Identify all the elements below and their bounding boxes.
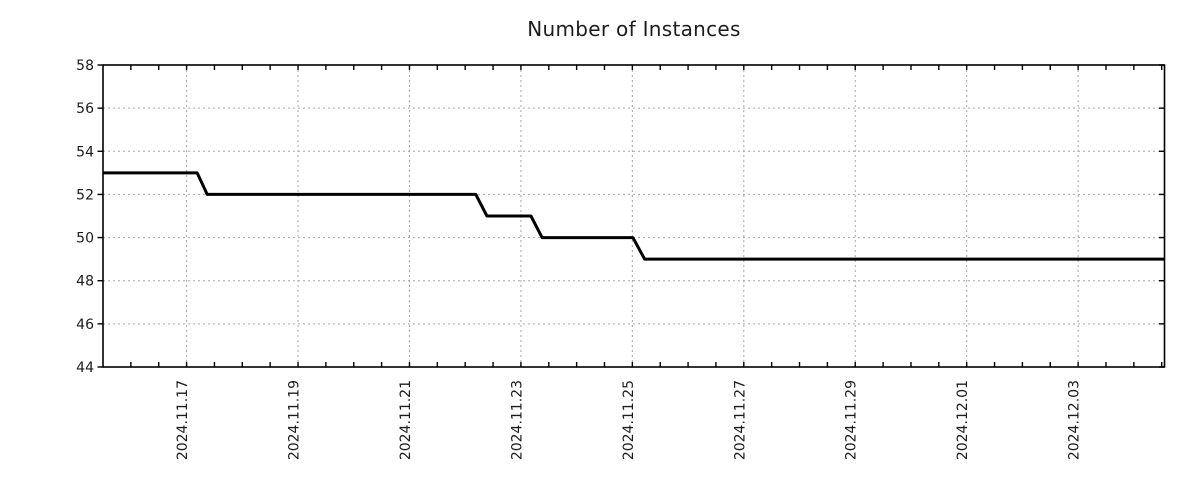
x-tick-label: 2024.12.01 (955, 380, 971, 460)
x-tick-label: 2024.11.19 (287, 380, 303, 460)
x-tick-label: 2024.11.17 (175, 380, 191, 460)
y-tick-label: 52 (76, 187, 94, 203)
series-line-instances (103, 171, 1165, 261)
y-tick-label: 58 (76, 58, 94, 74)
x-tick-label: 2024.11.25 (621, 380, 637, 460)
plot-border (102, 64, 1166, 368)
x-tick-label: 2024.12.03 (1067, 380, 1083, 460)
chart-title: Number of Instances (527, 17, 741, 41)
x-tick-label: 2024.11.21 (398, 380, 414, 460)
y-tick-label: 44 (76, 360, 94, 376)
y-tick-label: 54 (76, 144, 94, 160)
x-tick-label: 2024.11.27 (732, 380, 748, 460)
y-tick-label: 48 (76, 274, 94, 290)
y-tick-label: 46 (76, 317, 94, 333)
x-tick-label: 2024.11.23 (509, 380, 525, 460)
y-tick-label: 50 (76, 231, 94, 247)
y-tick-label: 56 (76, 101, 94, 117)
x-tick-label: 2024.11.29 (844, 380, 860, 460)
